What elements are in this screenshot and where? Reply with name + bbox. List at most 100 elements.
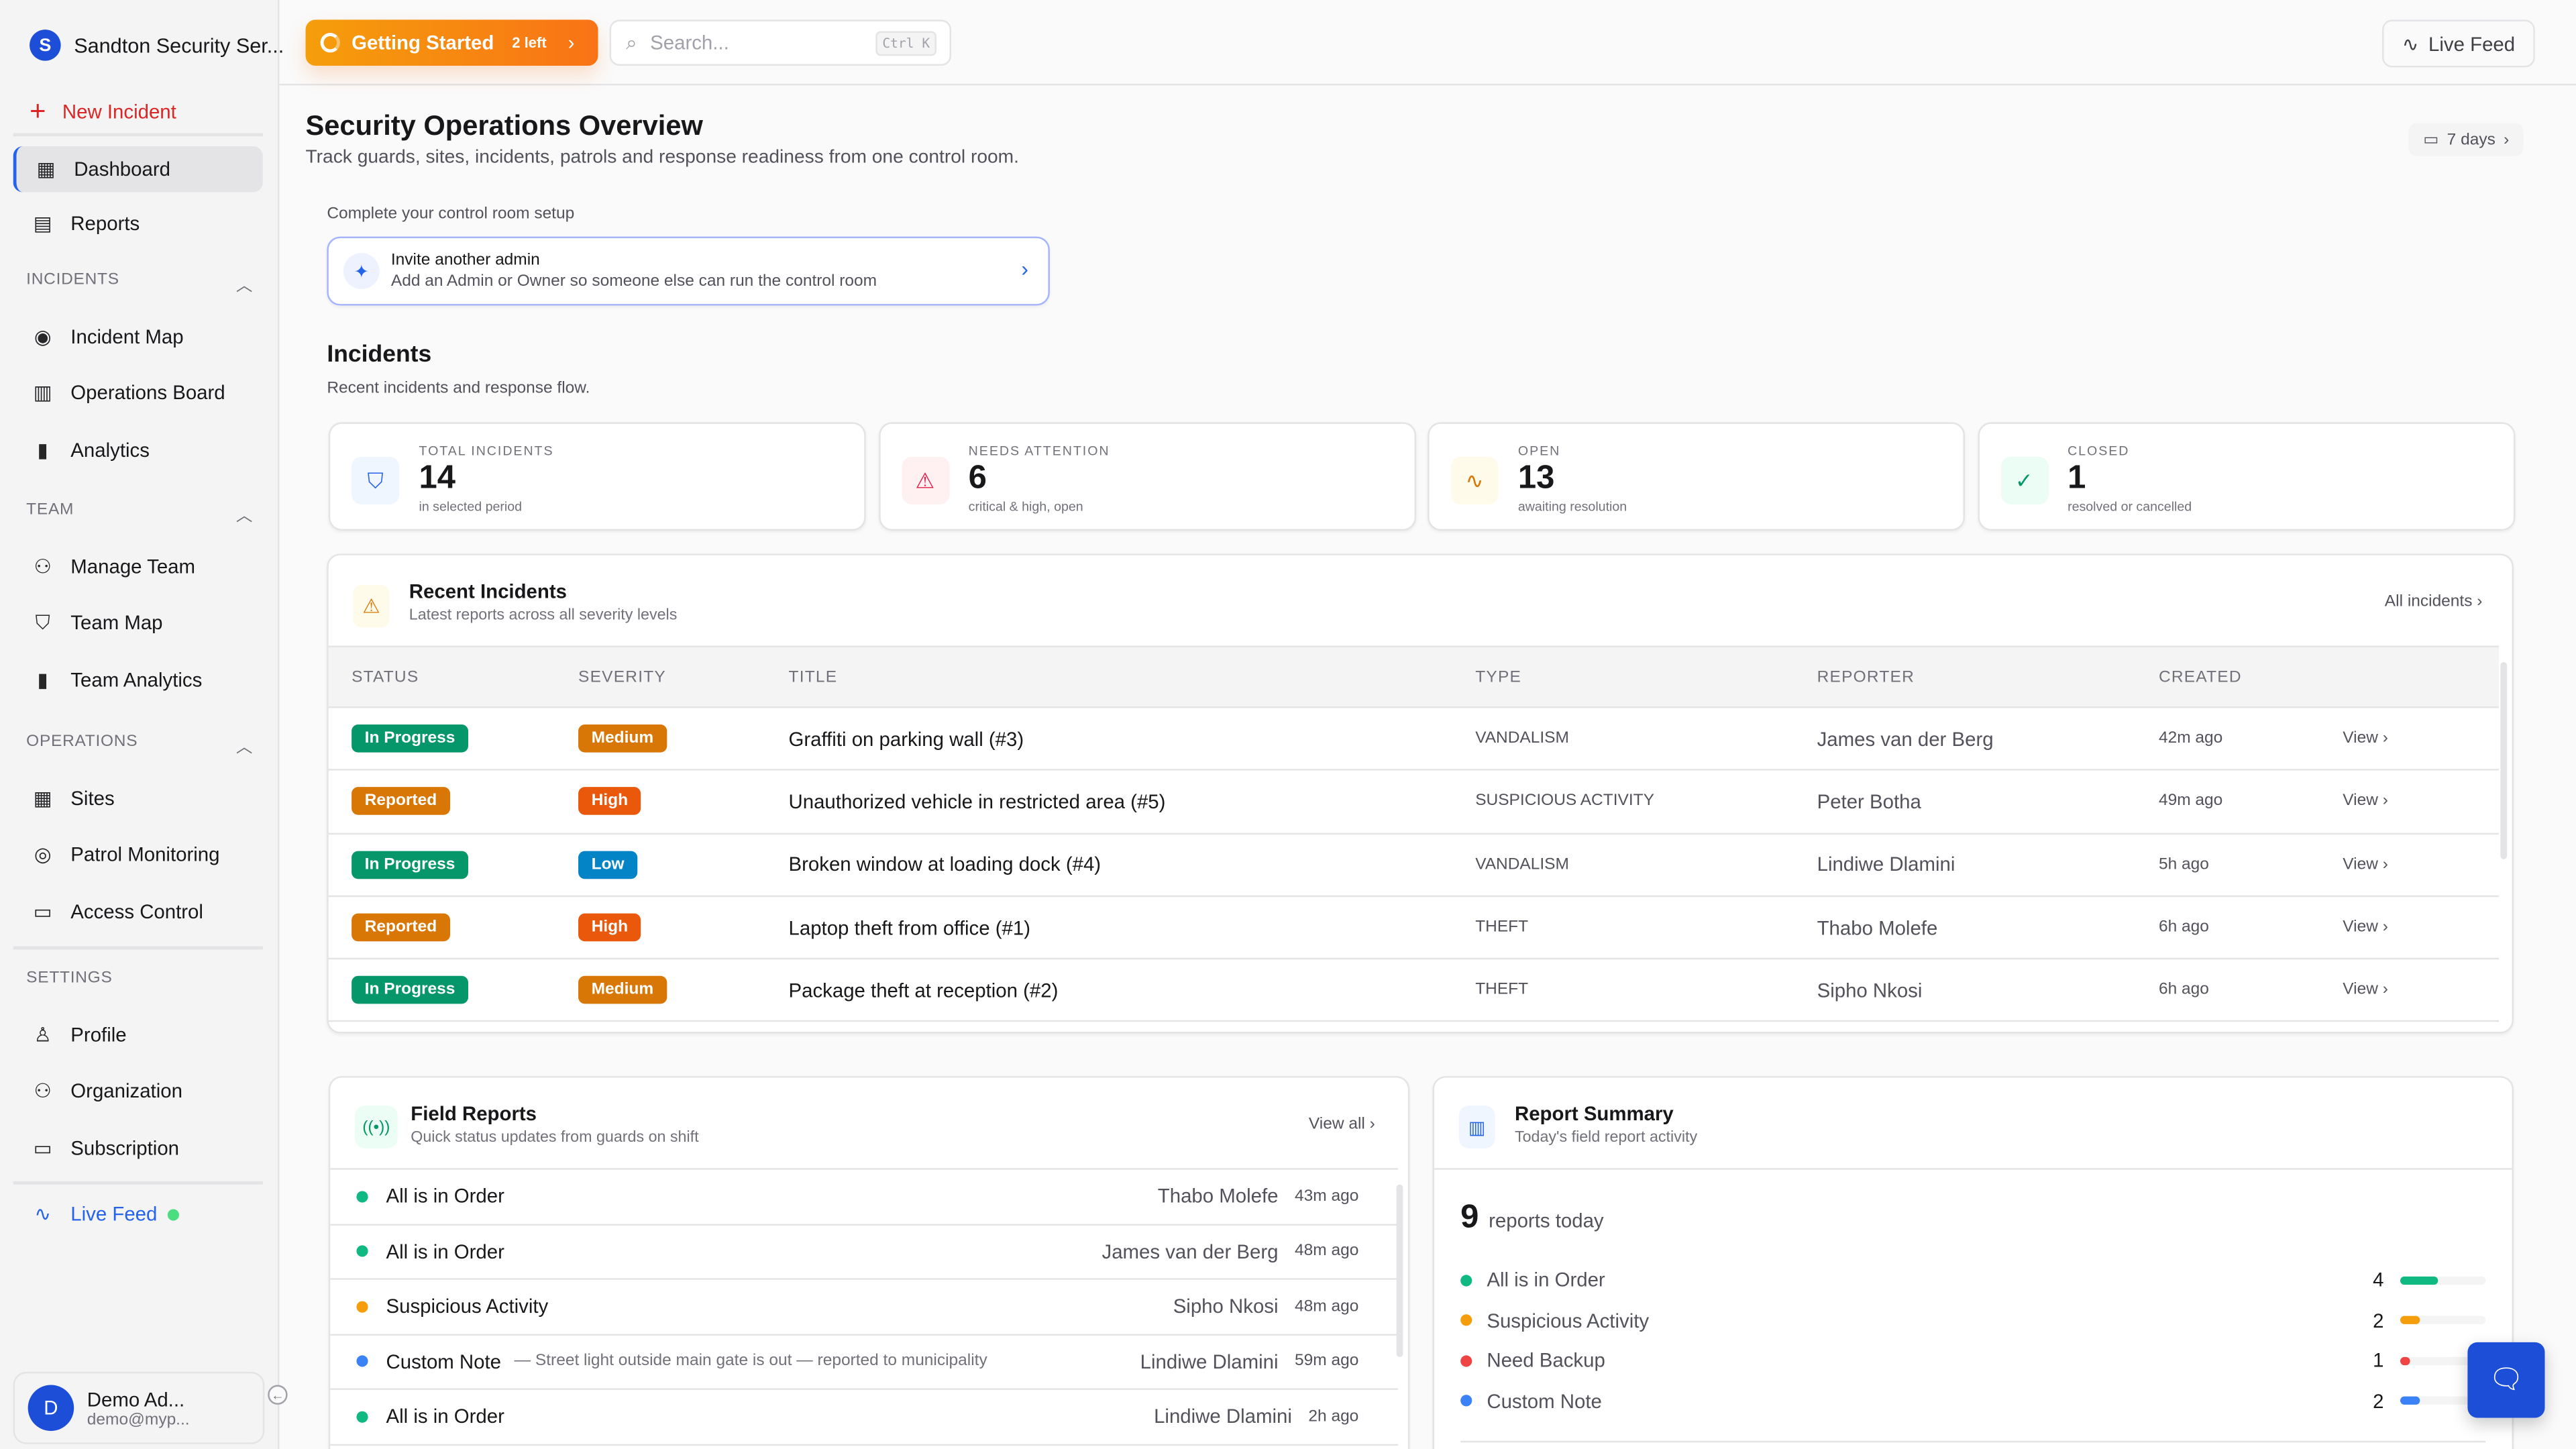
view-incident-link[interactable]: View ›: [2343, 792, 2388, 811]
status-dot: [356, 1356, 368, 1368]
map-pin-icon: ◉: [34, 325, 52, 349]
table-row[interactable]: In Progress Low Broken window at loading d…: [328, 834, 2499, 897]
table-scrollbar[interactable]: [2500, 661, 2508, 859]
list-scrollbar[interactable]: [1396, 1184, 1403, 1357]
search-input[interactable]: ⌕ Search... Ctrl K: [609, 19, 951, 66]
sidebar-item-label: Sites: [70, 787, 115, 810]
view-incident-link[interactable]: View ›: [2343, 918, 2388, 937]
reports-total-label: reports today: [1489, 1209, 1604, 1232]
radio-signal-icon: ((•)): [354, 1106, 398, 1148]
incidents-heading: Incidents: [327, 341, 432, 368]
incident-type: THEFT: [1475, 918, 1529, 937]
list-item[interactable]: All is in Order Thabo Molefe 43m ago: [330, 1170, 1399, 1225]
chat-icon: 🗨: [2488, 1363, 2524, 1395]
date-range-selector[interactable]: ▭ 7 days ›: [2408, 123, 2524, 156]
sidebar-item-incident-map[interactable]: ◉ Incident Map: [13, 314, 263, 360]
incident-reporter: James van der Berg: [1817, 727, 1994, 751]
incident-type: VANDALISM: [1475, 855, 1569, 874]
org-switcher[interactable]: S Sandton Security Ser...: [30, 30, 284, 61]
table-row[interactable]: Reported High Unauthorized vehicle in rest…: [328, 771, 2499, 835]
id-card-icon: ▭: [33, 900, 52, 923]
sidebar-item-team-analytics[interactable]: ▮ Team Analytics: [13, 657, 263, 703]
user-menu[interactable]: D Demo Ad... demo@myp...: [13, 1371, 265, 1444]
report-reporter: Lindiwe Dlamini: [1140, 1350, 1279, 1373]
new-incident-button[interactable]: + New Incident: [30, 95, 176, 128]
table-row[interactable]: In Progress Medium Package theft at recept…: [328, 960, 2499, 1023]
all-incidents-link[interactable]: All incidents ›: [2384, 593, 2483, 612]
calendar-icon: ▭: [2423, 130, 2439, 149]
live-feed-button[interactable]: ∿ Live Feed: [2382, 19, 2535, 68]
category-bar: [2400, 1316, 2486, 1324]
table-row[interactable]: In Progress Medium Graffiti on parking wal…: [328, 708, 2499, 771]
sidebar-item-profile[interactable]: ♙ Profile: [13, 1012, 263, 1059]
org-logo: S: [30, 30, 61, 61]
stat-label: OPEN: [1517, 443, 1561, 459]
stat-card-total-incidents[interactable]: ⛉ TOTAL INCIDENTS 14 in selected period: [328, 422, 866, 531]
stat-label: TOTAL INCIDENTS: [419, 443, 554, 459]
incident-created: 42m ago: [2158, 729, 2223, 748]
section-incidents[interactable]: INCIDENTS ︿: [26, 271, 253, 296]
section-team[interactable]: TEAM ︿: [26, 501, 253, 526]
stat-card-open[interactable]: ∿ OPEN 13 awaiting resolution: [1428, 422, 1966, 531]
view-incident-link[interactable]: View ›: [2343, 855, 2388, 874]
view-incident-link[interactable]: View ›: [2343, 981, 2388, 1000]
table-row[interactable]: Reported High Laptop theft from office (#1…: [328, 897, 2499, 960]
sidebar-item-operations-board[interactable]: ▥ Operations Board: [13, 370, 263, 417]
incident-title: Broken window at loading dock (#4): [788, 853, 1102, 876]
getting-started-button[interactable]: Getting Started 2 left ›: [305, 19, 598, 66]
incident-reporter: Lindiwe Dlamini: [1817, 853, 1955, 876]
column-header: CREATED: [2158, 667, 2242, 686]
chat-button[interactable]: 🗨: [2467, 1342, 2545, 1418]
column-header: SEVERITY: [578, 667, 666, 686]
section-operations[interactable]: OPERATIONS ︿: [26, 733, 253, 757]
sidebar-item-label: Manage Team: [70, 555, 196, 579]
sidebar-item-access-control[interactable]: ▭ Access Control: [13, 888, 263, 934]
incident-reporter: Sipho Nkosi: [1817, 979, 1923, 1002]
view-label: View: [2343, 981, 2378, 1000]
report-summary-title: Report Summary: [1514, 1102, 1674, 1126]
report-status: All is in Order: [386, 1405, 504, 1428]
sidebar-item-reports[interactable]: ▤ Reports: [13, 201, 263, 247]
sidebar-item-dashboard[interactable]: ▦ Dashboard: [13, 146, 263, 193]
column-header: TYPE: [1475, 667, 1522, 686]
sidebar-item-organization[interactable]: ⚇ Organization: [13, 1069, 263, 1115]
category-label: Need Backup: [1487, 1348, 1605, 1372]
incident-created: 49m ago: [2158, 792, 2223, 811]
incident-created: 6h ago: [2158, 981, 2209, 1000]
status-dot: [356, 1411, 368, 1423]
users-icon: ⚇: [34, 555, 52, 579]
summary-row: Custom Note 2: [1460, 1389, 2486, 1412]
sidebar-item-team-map[interactable]: ⛉ Team Map: [13, 600, 263, 647]
setup-task-desc: Add an Admin or Owner so someone else ca…: [390, 272, 877, 291]
topbar: [279, 0, 2576, 86]
report-status: All is in Order: [386, 1185, 504, 1208]
sidebar-item-sites[interactable]: ▦ Sites: [13, 775, 263, 822]
invite-admin-card[interactable]: ✦ Invite another admin Add an Admin or O…: [327, 236, 1050, 306]
incident-reporter: Thabo Molefe: [1817, 916, 1938, 939]
stat-card-needs-attention[interactable]: ⚠ NEEDS ATTENTION 6 critical & high, open: [877, 422, 1415, 531]
collapse-sidebar-icon[interactable]: ←: [268, 1385, 288, 1405]
getting-started-label: Getting Started: [352, 31, 494, 54]
plus-icon: +: [30, 95, 46, 127]
view-all-link[interactable]: View all ›: [1308, 1115, 1375, 1134]
stat-caption: critical & high, open: [968, 499, 1083, 515]
date-range-label: 7 days: [2447, 130, 2496, 149]
activity-icon: ∿: [34, 1202, 51, 1226]
section-title: OPERATIONS: [26, 733, 138, 751]
list-item[interactable]: Suspicious Activity Sipho Nkosi 48m ago: [330, 1280, 1399, 1335]
sidebar-item-subscription[interactable]: ▭ Subscription: [13, 1125, 263, 1171]
stat-card-closed[interactable]: ✓ CLOSED 1 resolved or cancelled: [1977, 422, 2515, 531]
view-incident-link[interactable]: View ›: [2343, 729, 2388, 748]
sidebar-item-live-feed[interactable]: ∿ Live Feed: [13, 1191, 263, 1238]
check-circle-icon: ✓: [2000, 456, 2048, 504]
shield-icon: ⛉: [35, 610, 50, 635]
sidebar-item-manage-team[interactable]: ⚇ Manage Team: [13, 544, 263, 590]
list-item[interactable]: Custom Note — Street light outside main g…: [330, 1335, 1399, 1390]
list-item[interactable]: All is in Order James van der Berg 48m ago: [330, 1225, 1399, 1280]
sidebar-item-patrol-monitoring[interactable]: ◎ Patrol Monitoring: [13, 832, 263, 878]
list-item[interactable]: All is in Order Lindiwe Dlamini 2h ago: [330, 1390, 1399, 1445]
sidebar-item-analytics[interactable]: ▮ Analytics: [13, 427, 263, 473]
category-bar-fill: [2400, 1275, 2438, 1284]
category-bar: [2400, 1275, 2486, 1284]
